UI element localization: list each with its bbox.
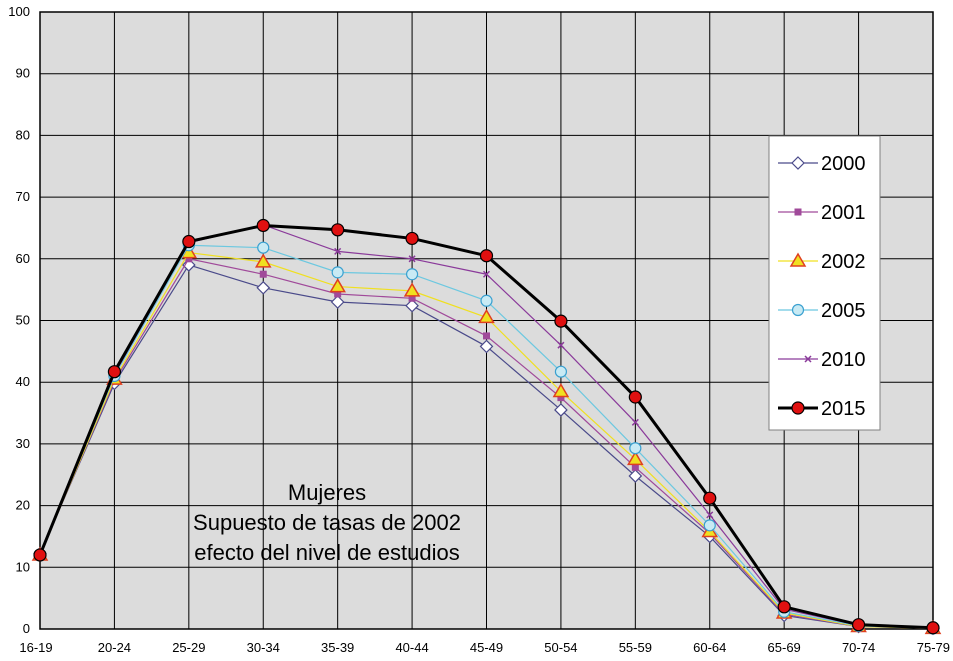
annotation-line-2: Supuesto de tasas de 2002 (193, 510, 461, 535)
point-2010 (557, 341, 565, 349)
point-2005 (331, 266, 344, 279)
point-2005 (629, 442, 642, 455)
point-2005 (405, 268, 419, 281)
y-tick-label: 70 (16, 189, 30, 204)
y-tick-label: 10 (16, 559, 30, 574)
point-2015 (479, 249, 494, 263)
point-2002 (552, 382, 570, 398)
legend-marker (804, 355, 812, 363)
x-tick-label: 75-79 (917, 640, 950, 655)
point-2015 (777, 600, 791, 614)
x-tick-label: 25-29 (172, 640, 205, 655)
x-tick-label: 50-54 (544, 640, 577, 655)
legend-label: 2002 (821, 251, 866, 273)
point-2015 (628, 390, 642, 404)
point-2000 (405, 298, 419, 313)
legend-label: 2015 (821, 398, 866, 420)
legend-item-2000: 2000 (778, 153, 866, 175)
point-2000 (330, 295, 345, 309)
point-2015 (331, 223, 345, 237)
legend-item-2015: 2015 (778, 398, 866, 420)
series-lines (31, 218, 942, 636)
x-tick-label: 30-34 (247, 640, 280, 655)
point-2015 (33, 548, 47, 562)
legend-item-2005: 2005 (778, 300, 866, 322)
annotation-line-1: Mujeres (288, 480, 366, 505)
point-2010 (706, 511, 714, 519)
legend-label: 2000 (821, 153, 866, 175)
x-tick-label: 16-19 (19, 640, 52, 655)
y-tick-label: 80 (16, 127, 30, 142)
point-2010 (482, 270, 491, 278)
x-tick-label: 70-74 (842, 640, 875, 655)
point-2001 (259, 270, 267, 278)
y-tick-label: 30 (16, 436, 30, 451)
x-tick-label: 65-69 (768, 640, 801, 655)
y-tick-label: 60 (16, 251, 30, 266)
legend-box (768, 135, 881, 431)
plot-border (39, 11, 934, 630)
point-2015 (703, 491, 717, 505)
point-2010 (334, 247, 342, 255)
point-2002 (478, 308, 495, 324)
point-2000 (256, 280, 271, 295)
y-tick-label: 50 (16, 313, 30, 328)
legend-label: 2010 (821, 349, 866, 371)
point-2000 (628, 469, 643, 483)
y-tick-label: 40 (16, 374, 30, 389)
point-2015 (926, 621, 940, 635)
y-tick-label: 90 (16, 66, 30, 81)
point-2015 (405, 231, 419, 246)
x-tick-label: 20-24 (98, 640, 131, 655)
y-tick-label: 20 (16, 498, 30, 513)
legend-item-2010: 2010 (778, 349, 866, 371)
x-axis-tick-labels: 16-19 20-24 25-29 30-34 35-39 40-44 45-49 50-54… (19, 640, 950, 655)
x-tick-label: 40-44 (395, 640, 428, 655)
y-tick-label: 100 (8, 4, 30, 19)
legend-label: 2001 (821, 202, 866, 224)
point-2005 (257, 241, 270, 254)
point-2015 (107, 365, 122, 379)
legend-marker (791, 303, 805, 317)
point-2015 (851, 618, 866, 632)
annotation-line-3: efecto del nivel de estudios (194, 540, 459, 565)
legend-item-2002: 2002 (778, 251, 866, 273)
annotation: Mujeres Supuesto de tasas de 2002 efecto… (193, 480, 461, 565)
point-2002 (627, 450, 644, 466)
point-2002 (329, 278, 346, 293)
point-2010 (631, 418, 639, 426)
legend-marker (791, 156, 805, 170)
point-2015 (182, 234, 196, 249)
point-2005 (703, 519, 716, 532)
legend-marker (794, 208, 802, 216)
point-2015 (554, 314, 568, 328)
x-tick-label: 35-39 (321, 640, 354, 655)
x-tick-label: 55-59 (619, 640, 652, 655)
x-tick-label: 45-49 (470, 640, 503, 655)
point-2000 (479, 339, 494, 354)
point-2000 (554, 403, 568, 417)
point-2010 (408, 255, 416, 263)
series-2015 (33, 218, 940, 635)
legend-marker (791, 401, 805, 415)
y-axis-tick-labels: 0 10 20 30 40 50 60 70 80 90 100 (8, 4, 30, 636)
point-2001 (631, 463, 639, 471)
point-2015 (256, 218, 270, 233)
x-tick-label: 60-64 (693, 640, 726, 655)
legend-label: 2005 (821, 300, 866, 322)
legend: 2000 2001 2002 2005 2010 2015 (768, 135, 881, 431)
y-tick-label: 0 (23, 621, 30, 636)
legend-marker (789, 252, 807, 267)
point-2001 (483, 332, 490, 340)
point-2005 (554, 365, 568, 378)
point-2005 (480, 294, 493, 307)
legend-item-2001: 2001 (778, 202, 866, 224)
point-2002 (254, 253, 272, 268)
point-2002 (403, 282, 421, 297)
